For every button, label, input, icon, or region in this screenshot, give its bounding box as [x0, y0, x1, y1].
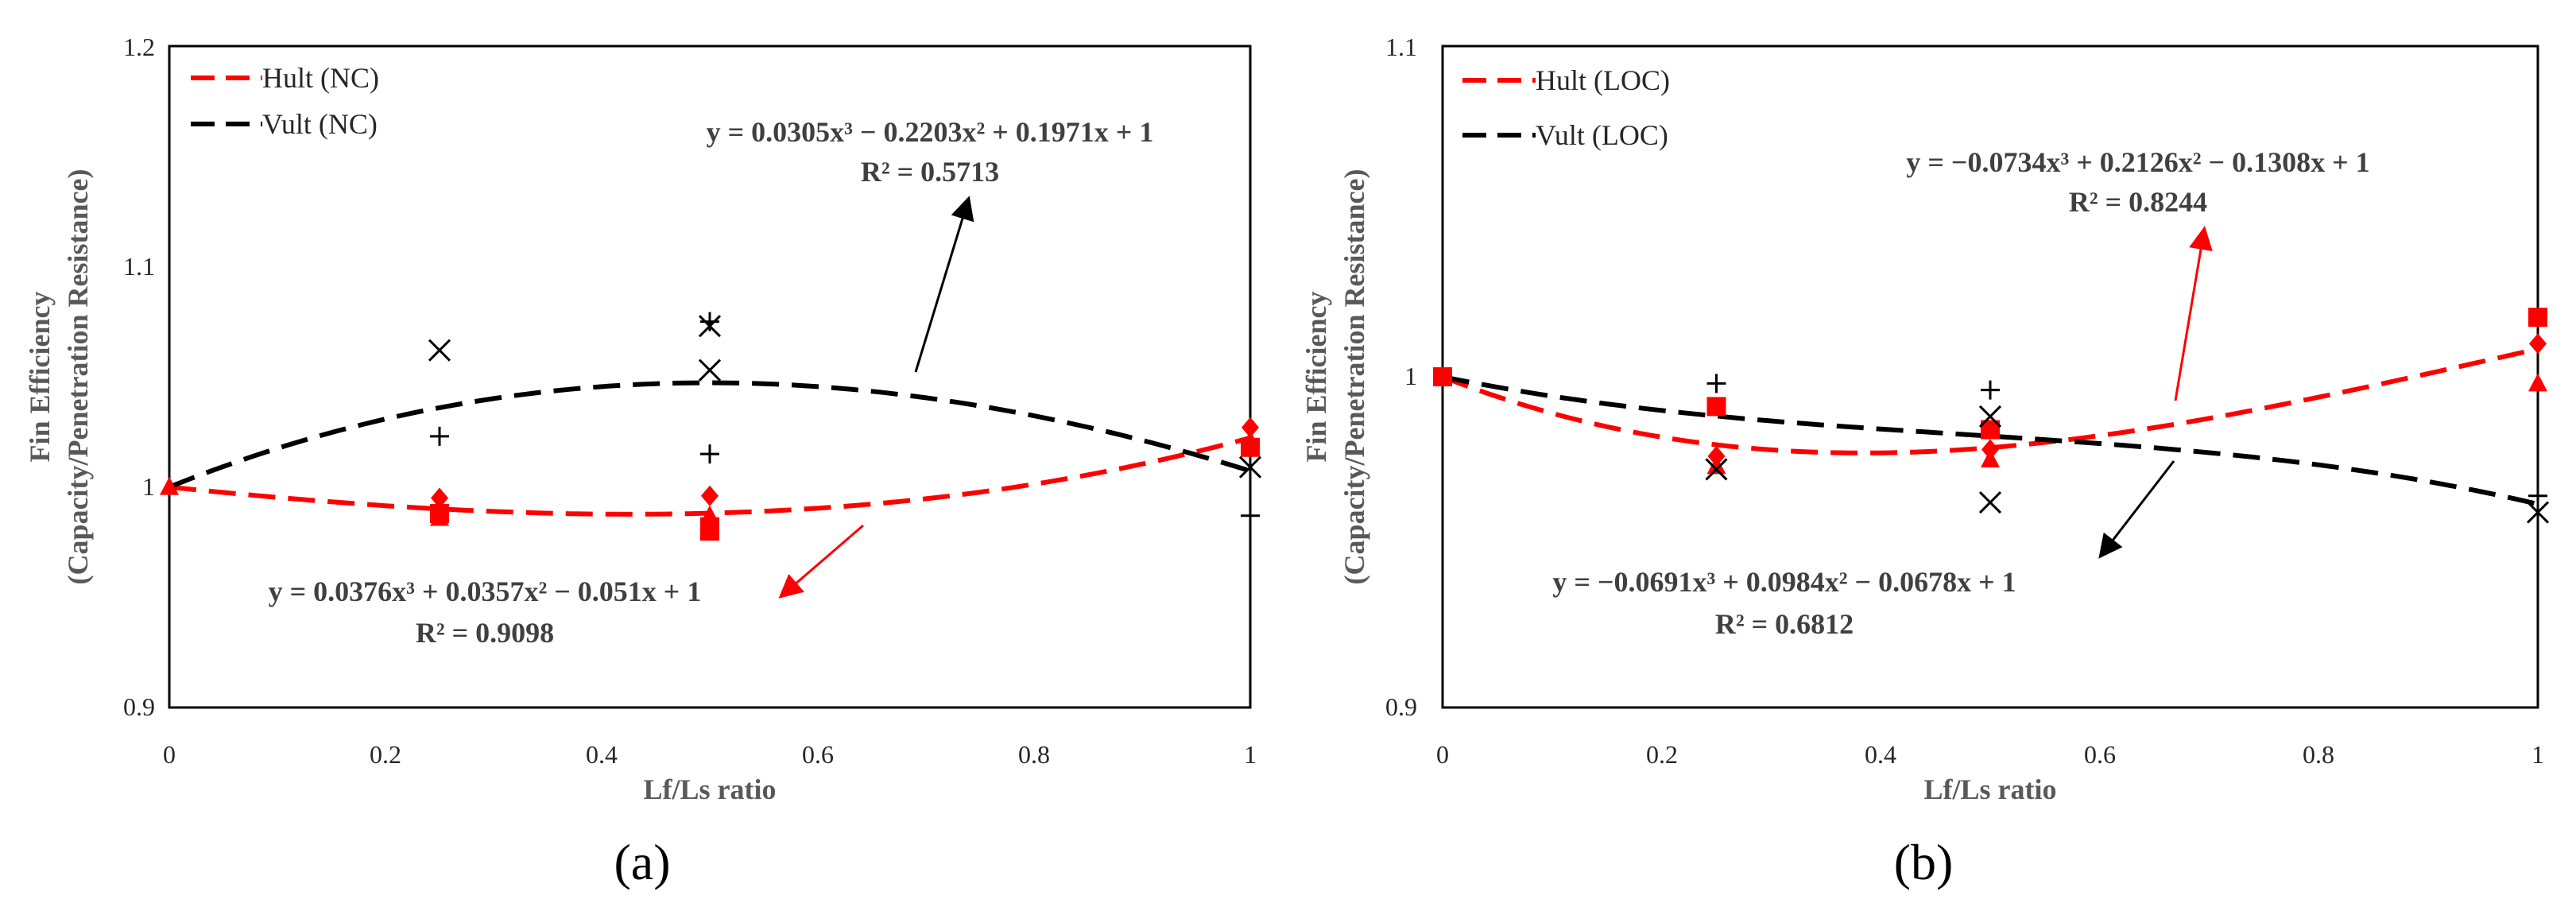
legend-label-vult: Vult (LOC)	[1536, 119, 1668, 151]
data-point-x	[2526, 501, 2550, 524]
legend-label-hult: Hult (LOC)	[1536, 64, 1670, 96]
y-tick-label: 0.9	[123, 692, 155, 721]
data-point-plus	[700, 312, 719, 331]
data-point-x	[428, 339, 451, 362]
plot-area-b	[1433, 308, 2550, 524]
x-tick-label: 0.2	[370, 740, 401, 769]
annotation-arrow-hult	[2174, 226, 2213, 401]
x-tick-label: 0.4	[586, 740, 618, 769]
data-point-triangle	[1241, 430, 1260, 449]
data-point-x	[1978, 491, 2002, 514]
data-point-triangle	[2528, 373, 2547, 392]
data-point-plus	[1706, 374, 1726, 393]
data-point-square	[1706, 397, 1726, 417]
data-point-x	[1978, 405, 2002, 428]
y-axis-label-line2: (Capacity/Penetration Resistance)	[62, 169, 94, 585]
annotation-arrow-vult	[2098, 460, 2175, 559]
x-tick-label: 0.8	[1018, 740, 1050, 769]
y-tick-label: 1.2	[123, 33, 155, 61]
panel-a: 0.9 1 1.1 1.2 0 0.2 0.4 0.6 0.8 1 Lf/Ls …	[24, 33, 1262, 890]
x-tick-label: 0.6	[2084, 740, 2116, 769]
legend-label-vult: Vult (NC)	[262, 108, 378, 140]
x-tick-label: 0.6	[802, 740, 834, 769]
data-point-plus	[2528, 486, 2547, 506]
data-point-diamond	[701, 485, 719, 506]
y-axis-label-line1: Fin Efficiency	[24, 292, 56, 463]
y-tick-label: 1	[1404, 362, 1417, 390]
trend-line-vult-nc	[168, 380, 1251, 490]
x-tick-label: 0.8	[2303, 740, 2334, 769]
panel-b: 0.9 1 1.1 0 0.2 0.4 0.6 0.8 1 Lf/Ls rati…	[1300, 33, 2550, 890]
fit-r2-hult: R² = 0.8244	[2069, 186, 2207, 218]
y-tick-label: 1	[142, 472, 155, 501]
y-tick-label: 1.1	[1385, 33, 1417, 61]
data-point-triangle	[1981, 449, 2000, 467]
fit-equation-vult: y = −0.0691x³ + 0.0984x² − 0.0678x + 1	[1552, 566, 2016, 598]
x-axis-label: Lf/Ls ratio	[644, 773, 777, 805]
annotation-arrow-vult	[914, 196, 974, 373]
data-point-x	[1238, 455, 1262, 479]
data-point-plus	[430, 426, 449, 446]
x-tick-label: 0	[163, 740, 176, 769]
plot-area-a	[160, 312, 1262, 541]
panel-label-a: (a)	[614, 834, 670, 890]
data-point-plus	[700, 444, 719, 464]
x-tick-label: 0	[1436, 740, 1449, 769]
data-point-triangle	[430, 507, 449, 526]
data-point-square	[2528, 308, 2547, 328]
x-tick-label: 0.4	[1865, 740, 1896, 769]
x-tick-label: 1	[2531, 740, 2544, 769]
x-axis-label: Lf/Ls ratio	[1924, 773, 2057, 805]
data-point-plus	[1241, 506, 1260, 525]
fit-equation-hult: y = −0.0734x³ + 0.2126x² − 0.1308x + 1	[1906, 146, 2369, 178]
panel-label-b: (b)	[1894, 834, 1954, 890]
x-tick-label: 1	[1244, 740, 1257, 769]
y-tick-label: 1.1	[123, 252, 155, 281]
plot-frame-a	[168, 45, 1252, 709]
trend-line-vult-loc	[1442, 374, 2539, 507]
y-axis-label-line1: Fin Efficiency	[1300, 292, 1332, 463]
x-tick-label: 0.2	[1646, 740, 1678, 769]
data-point-diamond	[1242, 417, 1259, 438]
data-point-square	[700, 521, 719, 541]
data-point-plus	[1981, 380, 2000, 400]
data-point-x	[698, 359, 722, 382]
fit-r2-vult: R² = 0.5713	[861, 156, 999, 188]
legend-label-hult: Hult (NC)	[262, 62, 379, 94]
data-point-x	[1705, 458, 1728, 481]
annotation-arrow-hult	[778, 524, 864, 599]
data-point-square	[1433, 367, 1452, 386]
data-point-diamond	[2529, 333, 2547, 355]
fit-equation-vult: y = 0.0305x³ − 0.2203x² + 0.1971x + 1	[707, 116, 1154, 148]
y-axis-label-line2: (Capacity/Penetration Resistance)	[1338, 169, 1370, 585]
fit-r2-vult: R² = 0.6812	[1715, 608, 1854, 640]
data-point-triangle	[160, 476, 179, 495]
data-point-diamond	[431, 487, 448, 509]
fit-r2-hult: R² = 0.9098	[416, 617, 554, 649]
data-point-triangle	[1706, 455, 1726, 475]
plot-frame-b	[1441, 45, 2539, 709]
y-tick-label: 0.9	[1385, 692, 1417, 721]
fit-equation-hult: y = 0.0376x³ + 0.0357x² − 0.051x + 1	[269, 576, 702, 607]
